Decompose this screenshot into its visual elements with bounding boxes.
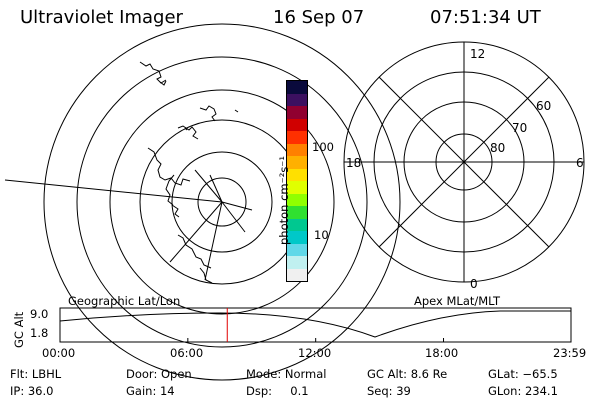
- geographic-label: Geographic Lat/Lon: [68, 294, 181, 308]
- colorbar-band: [287, 81, 307, 94]
- apex-label: Apex MLat/MLT: [414, 294, 501, 308]
- colorbar-band: [287, 256, 307, 269]
- lat-circle: [43, 23, 401, 381]
- time-label: 07:51:34 UT: [430, 7, 541, 28]
- lat-label-70: 70: [512, 121, 527, 135]
- coastline: [139, 61, 239, 284]
- lat-label-80: 80: [490, 141, 505, 155]
- date-label: 16 Sep 07: [273, 7, 365, 28]
- lat-circle: [109, 89, 335, 315]
- altitude-ylabel: GC Alt: [12, 311, 26, 348]
- seq-value: Seq: 39: [367, 384, 411, 398]
- mlt-label-bottom: 0: [470, 277, 478, 291]
- glon-value: GLon: 234.1: [488, 384, 558, 398]
- meridian: [221, 201, 246, 233]
- meridian: [194, 169, 223, 203]
- glat-value: GLat: −65.5: [488, 367, 558, 381]
- colorbar-band: [287, 193, 307, 206]
- mlt-line-diag: [378, 76, 550, 248]
- colorbar-band: [287, 131, 307, 144]
- altitude-ytick-high: 9.0: [30, 307, 49, 321]
- colorbar-band: [287, 156, 307, 169]
- lat-label-60: 60: [536, 99, 551, 113]
- lat-circle: [197, 177, 247, 227]
- instrument-title: Ultraviolet Imager: [20, 7, 183, 28]
- meridian: [204, 201, 223, 281]
- gain-value: Gain: 14: [126, 384, 175, 398]
- colorbar-band: [287, 243, 307, 256]
- altitude-curve: [59, 310, 571, 338]
- colorbar-tick-100: 100: [312, 140, 334, 154]
- xtick-2359: 23:59: [553, 346, 587, 360]
- mlt-label-top: 12: [470, 47, 485, 61]
- colorbar-band: [287, 118, 307, 131]
- colorbar-band: [287, 181, 307, 194]
- mlt-label-left: 18: [346, 156, 361, 170]
- mlt-polar-plot: 12 0 18 6 60 70 80: [343, 41, 585, 291]
- lat-circle: [171, 151, 273, 253]
- dsp-value: Dsp: 0.1: [246, 384, 309, 398]
- gcalt-value: GC Alt: 8.6 Re: [367, 367, 448, 381]
- colorbar: [286, 80, 308, 282]
- colorbar-band: [287, 268, 307, 281]
- xtick-1800: 18:00: [425, 346, 459, 360]
- ip-value: IP: 36.0: [10, 384, 54, 398]
- meridian: [4, 179, 223, 203]
- colorbar-band: [287, 168, 307, 181]
- flt-value: Flt: LBHL: [10, 367, 62, 381]
- meridian: [169, 201, 223, 263]
- plot-frame: [59, 307, 572, 343]
- mlt-label-right: 6: [576, 156, 584, 170]
- colorbar-band: [287, 93, 307, 106]
- altitude-ytick-low: 1.8: [30, 326, 49, 340]
- colorbar-band: [287, 218, 307, 231]
- lat-circle: [76, 56, 368, 348]
- xtick-0600: 06:00: [170, 346, 204, 360]
- meridian: [209, 174, 223, 203]
- xtick-1200: 12:00: [298, 346, 332, 360]
- colorbar-band: [287, 106, 307, 119]
- door-value: Door: Open: [126, 367, 192, 381]
- meridian: [221, 201, 253, 211]
- xtick-0000: 00:00: [42, 346, 76, 360]
- mode-value: Mode: Normal: [246, 367, 327, 381]
- colorbar-unit-label: photon cm⁻²s⁻¹: [277, 156, 291, 245]
- altitude-strip-plot: [59, 307, 572, 343]
- colorbar-band: [287, 143, 307, 156]
- colorbar-band: [287, 206, 307, 219]
- colorbar-band: [287, 231, 307, 244]
- geographic-map: [4, 23, 401, 381]
- colorbar-tick-10: 10: [314, 228, 329, 242]
